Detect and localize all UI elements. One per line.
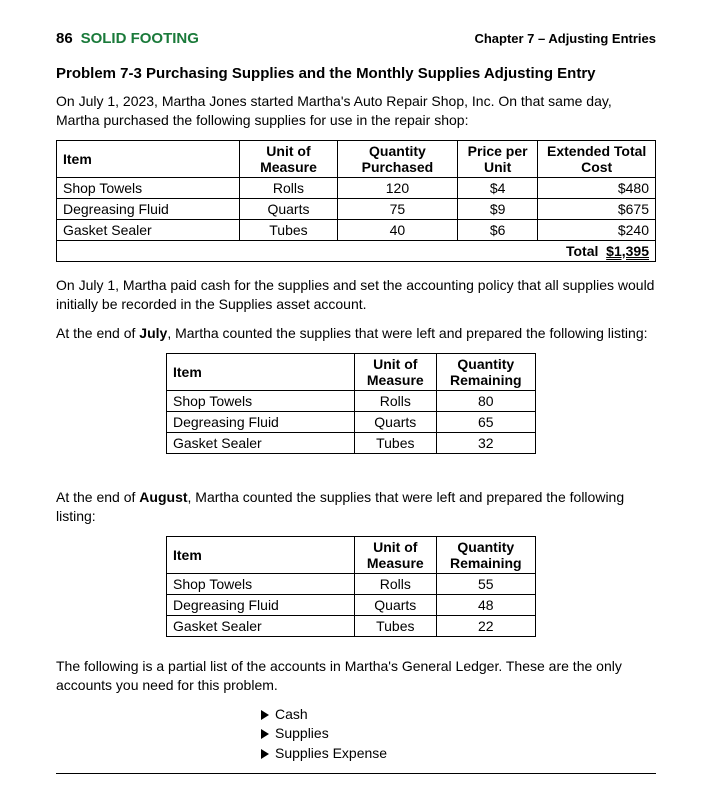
cell-qty: 80 [436, 390, 535, 411]
july-table-wrap: Item Unit of Measure Quantity Remaining … [166, 353, 656, 454]
table-row: Shop Towels Rolls 80 [167, 390, 536, 411]
col-price: Price per Unit [457, 140, 537, 177]
page: 86 SOLID FOOTING Chapter 7 – Adjusting E… [0, 0, 712, 801]
august-table-wrap: Item Unit of Measure Quantity Remaining … [166, 536, 656, 637]
august-paragraph: At the end of August, Martha counted the… [56, 488, 656, 526]
cell-uom: Tubes [355, 432, 437, 453]
table-header-row: Item Unit of Measure Quantity Remaining [167, 353, 536, 390]
table-row: Shop Towels Rolls 120 $4 $480 [57, 177, 656, 198]
cell-item: Shop Towels [167, 390, 355, 411]
table-header-row: Item Unit of Measure Quantity Remaining [167, 536, 536, 573]
ledger-paragraph: The following is a partial list of the a… [56, 657, 656, 695]
divider [56, 773, 656, 774]
page-header: 86 SOLID FOOTING Chapter 7 – Adjusting E… [56, 30, 656, 47]
cell-item: Gasket Sealer [167, 615, 355, 636]
cell-item: Shop Towels [57, 177, 240, 198]
account-name: Supplies [275, 725, 329, 741]
august-table: Item Unit of Measure Quantity Remaining … [166, 536, 536, 637]
table-row: Degreasing Fluid Quarts 65 [167, 411, 536, 432]
cell-ext: $675 [538, 198, 656, 219]
cell-price: $4 [457, 177, 537, 198]
total-cell: Total $1,395 [57, 240, 656, 261]
list-item: Cash [261, 705, 656, 725]
triangle-icon [261, 710, 269, 720]
col-item: Item [57, 140, 240, 177]
policy-paragraph: On July 1, Martha paid cash for the supp… [56, 276, 656, 314]
cell-qty: 40 [337, 219, 457, 240]
cell-item: Degreasing Fluid [167, 594, 355, 615]
table-row: Degreasing Fluid Quarts 48 [167, 594, 536, 615]
cell-uom: Rolls [240, 177, 338, 198]
cell-item: Shop Towels [167, 573, 355, 594]
col-uom: Unit of Measure [355, 353, 437, 390]
account-name: Cash [275, 706, 308, 722]
page-number: 86 [56, 30, 73, 47]
col-item: Item [167, 536, 355, 573]
july-table: Item Unit of Measure Quantity Remaining … [166, 353, 536, 454]
cell-uom: Rolls [355, 390, 437, 411]
chapter-label: Chapter 7 – Adjusting Entries [474, 31, 656, 46]
table-row: Gasket Sealer Tubes 22 [167, 615, 536, 636]
table-row: Gasket Sealer Tubes 40 $6 $240 [57, 219, 656, 240]
cell-qty: 65 [436, 411, 535, 432]
account-list: Cash Supplies Supplies Expense [261, 705, 656, 764]
total-value: $1,395 [606, 243, 649, 259]
total-label: Total [566, 243, 598, 259]
header-left: 86 SOLID FOOTING [56, 30, 199, 47]
triangle-icon [261, 749, 269, 759]
cell-price: $9 [457, 198, 537, 219]
account-name: Supplies Expense [275, 745, 387, 761]
cell-uom: Tubes [240, 219, 338, 240]
table-header-row: Item Unit of Measure Quantity Purchased … [57, 140, 656, 177]
cell-uom: Tubes [355, 615, 437, 636]
cell-item: Gasket Sealer [57, 219, 240, 240]
col-uom: Unit of Measure [355, 536, 437, 573]
cell-qty: 75 [337, 198, 457, 219]
cell-item: Gasket Sealer [167, 432, 355, 453]
cell-qty: 55 [436, 573, 535, 594]
col-uom: Unit of Measure [240, 140, 338, 177]
cell-ext: $240 [538, 219, 656, 240]
cell-qty: 32 [436, 432, 535, 453]
cell-item: Degreasing Fluid [167, 411, 355, 432]
triangle-icon [261, 729, 269, 739]
intro-paragraph: On July 1, 2023, Martha Jones started Ma… [56, 92, 656, 130]
list-item: Supplies Expense [261, 744, 656, 764]
total-row: Total $1,395 [57, 240, 656, 261]
cell-ext: $480 [538, 177, 656, 198]
cell-qty: 48 [436, 594, 535, 615]
cell-uom: Quarts [355, 594, 437, 615]
july-paragraph: At the end of July, Martha counted the s… [56, 324, 656, 343]
table-row: Degreasing Fluid Quarts 75 $9 $675 [57, 198, 656, 219]
col-ext: Extended Total Cost [538, 140, 656, 177]
problem-title: Problem 7-3 Purchasing Supplies and the … [56, 65, 656, 82]
purchases-table-wrap: Item Unit of Measure Quantity Purchased … [56, 140, 656, 262]
list-item: Supplies [261, 724, 656, 744]
cell-uom: Quarts [240, 198, 338, 219]
cell-uom: Quarts [355, 411, 437, 432]
purchases-table: Item Unit of Measure Quantity Purchased … [56, 140, 656, 262]
table-row: Shop Towels Rolls 55 [167, 573, 536, 594]
cell-qty: 120 [337, 177, 457, 198]
cell-price: $6 [457, 219, 537, 240]
cell-qty: 22 [436, 615, 535, 636]
table-row: Gasket Sealer Tubes 32 [167, 432, 536, 453]
col-qty: Quantity Remaining [436, 536, 535, 573]
col-qty: Quantity Purchased [337, 140, 457, 177]
cell-uom: Rolls [355, 573, 437, 594]
col-qty: Quantity Remaining [436, 353, 535, 390]
book-title: SOLID FOOTING [81, 30, 199, 47]
cell-item: Degreasing Fluid [57, 198, 240, 219]
col-item: Item [167, 353, 355, 390]
